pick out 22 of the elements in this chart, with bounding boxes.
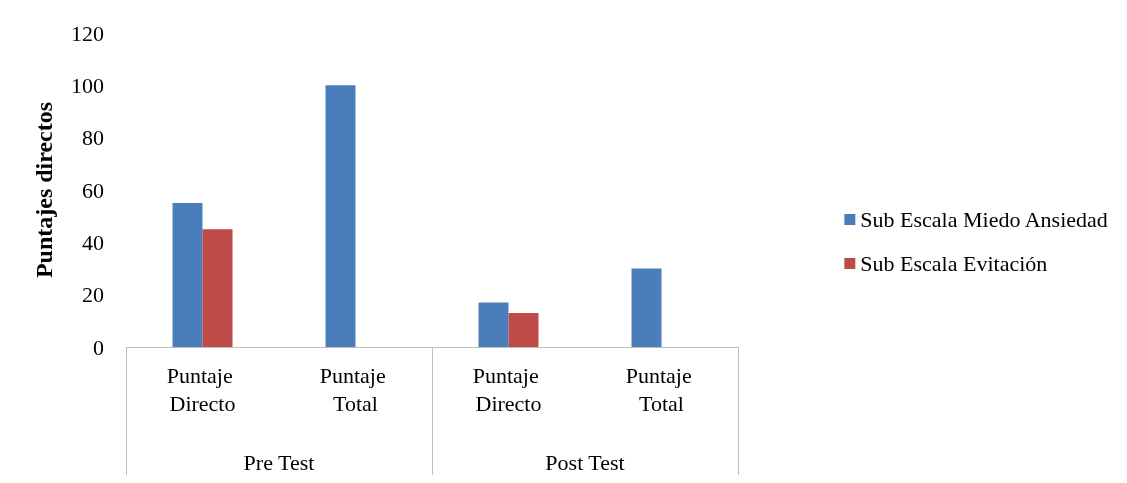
bar: [478, 302, 509, 347]
x-tick-label: Puntaje Directo: [166, 362, 239, 416]
y-tick-label: 20: [82, 282, 104, 308]
bar: [508, 312, 539, 347]
y-tick-label: 0: [93, 334, 104, 360]
y-tick-label: 40: [82, 229, 104, 255]
y-tick-label: 60: [82, 177, 104, 203]
legend-label: Sub Escala Miedo Ansiedad: [860, 207, 1108, 232]
bar: [202, 229, 233, 347]
x-tick-label: Puntaje Total: [625, 362, 698, 416]
bar: [631, 268, 662, 347]
text: Pre Test: [243, 449, 315, 475]
y-axis-title: Puntajes directos: [31, 101, 57, 279]
legend-label: Sub Escala Evitación: [860, 251, 1048, 276]
y-tick-label: 100: [71, 72, 104, 98]
bar: [172, 203, 203, 347]
y-tick-label: 80: [82, 125, 104, 151]
bar: [325, 85, 356, 347]
y-tick-label: 120: [71, 20, 104, 46]
x-tick-label: Puntaje Directo: [472, 362, 545, 416]
text: Post Test: [545, 449, 625, 475]
x-tick-label: Puntaje Total: [319, 362, 392, 416]
